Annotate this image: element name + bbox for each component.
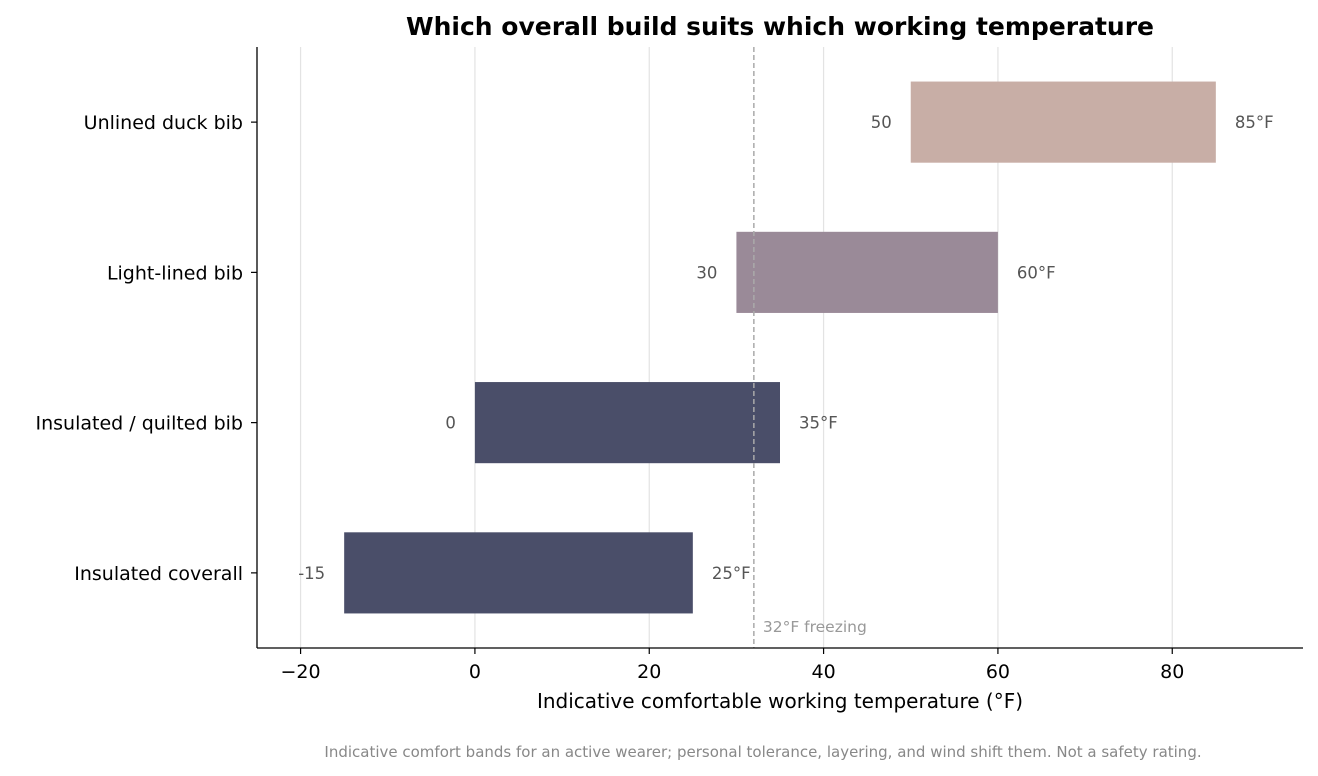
category-label-2: Insulated / quilted bib: [36, 413, 244, 435]
bar-high-label-1: 60°F: [1017, 263, 1056, 282]
bar-1: [736, 231, 998, 313]
x-tick-label-5: 80: [1160, 661, 1184, 683]
reference-line-group: 32°F freezing: [753, 47, 867, 648]
bar-high-label-0: 85°F: [1235, 113, 1274, 132]
category-label-3: Insulated coverall: [74, 563, 243, 585]
category-label-0: Unlined duck bib: [84, 112, 243, 134]
bar-low-label-0: 50: [871, 113, 892, 132]
bar-2: [474, 382, 780, 464]
bar-0: [910, 81, 1216, 163]
labels: 50 85°F 30 60°F 0 35°F -15 25°F: [298, 113, 1273, 583]
bar-low-label-2: 0: [445, 414, 456, 433]
x-tick-label-1: 0: [469, 661, 481, 683]
x-tick-label-3: 40: [811, 661, 835, 683]
x-tick-label-0: −20: [281, 661, 321, 683]
x-axis-label: Indicative comfortable working temperatu…: [537, 689, 1023, 713]
category-label-1: Light-lined bib: [107, 262, 243, 284]
x-tick-label-2: 20: [637, 661, 661, 683]
bar-low-label-1: 30: [696, 263, 717, 282]
bar-low-label-3: -15: [298, 564, 325, 583]
footnote: Indicative comfort bands for an active w…: [324, 743, 1201, 761]
reference-line-label: 32°F freezing: [763, 618, 867, 636]
bars: [344, 81, 1216, 614]
chart-title: Which overall build suits which working …: [406, 12, 1154, 41]
x-tick-label-4: 60: [986, 661, 1010, 683]
bar-high-label-2: 35°F: [799, 414, 838, 433]
bar-high-label-3: 25°F: [712, 564, 751, 583]
axes: −20 0 20 40 60 80 Unlined duck bib Light-lined …: [36, 47, 1303, 683]
bar-3: [344, 532, 693, 614]
